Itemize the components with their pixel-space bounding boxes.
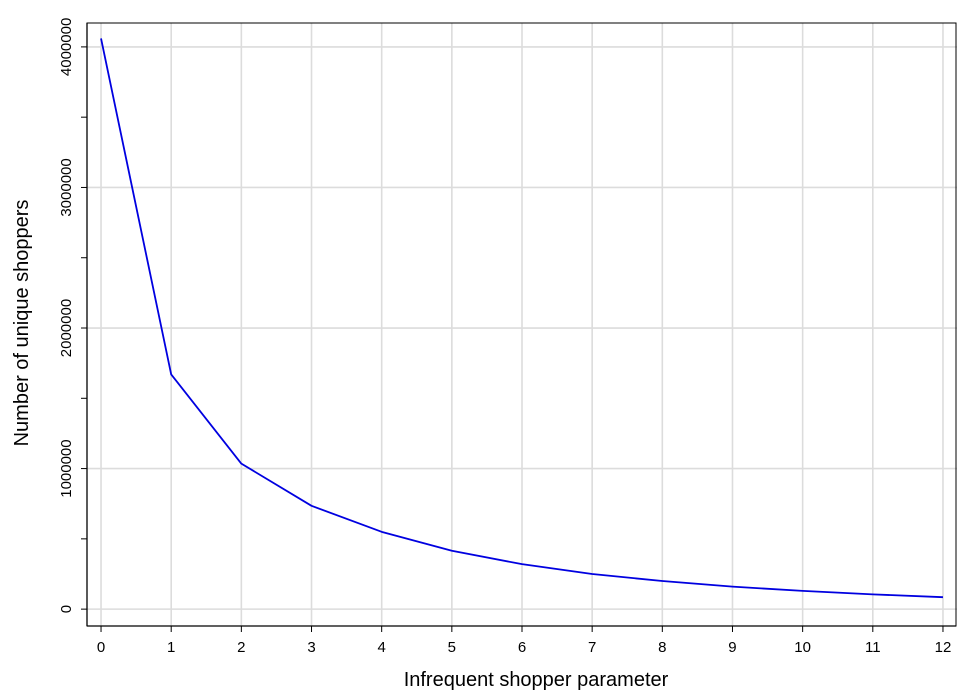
x-tick-label: 9	[728, 639, 736, 656]
y-tick-label: 0	[58, 605, 75, 613]
y-tick-label: 4000000	[58, 18, 75, 76]
x-tick-label: 7	[588, 639, 596, 656]
y-tick-label: 3000000	[58, 158, 75, 216]
x-tick-label: 8	[658, 639, 666, 656]
x-tick-label: 4	[378, 639, 386, 656]
x-tick-label: 11	[865, 639, 881, 656]
y-tick-label: 1000000	[58, 439, 75, 497]
y-tick-label: 2000000	[58, 299, 75, 357]
x-tick-label: 2	[237, 639, 245, 656]
series-lines	[100, 38, 944, 599]
x-tick-label: 3	[307, 639, 315, 656]
x-ticks: 0 1 2 3 4 5 6 7 8 9 10 11 12	[97, 626, 951, 656]
y-axis-title: Number of unique shoppers	[11, 200, 33, 447]
x-axis-title: Infrequent shopper parameter	[404, 669, 669, 691]
grid-lines	[87, 23, 957, 626]
x-tick-label: 6	[518, 639, 526, 656]
x-tick-label: 12	[935, 639, 952, 656]
y-ticks: 0 1000000 2000000 3000000 4000000	[58, 18, 87, 613]
x-tick-label: 1	[167, 639, 175, 656]
x-tick-label: 10	[794, 639, 811, 656]
x-tick-label: 5	[448, 639, 456, 656]
x-tick-label: 0	[97, 639, 105, 656]
series-line	[100, 38, 944, 599]
